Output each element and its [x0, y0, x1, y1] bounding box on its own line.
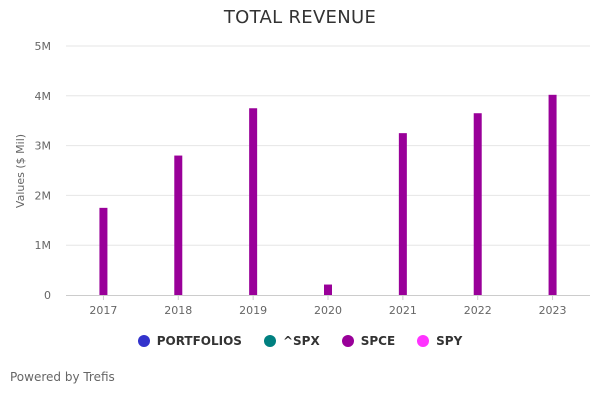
bars	[99, 94, 557, 295]
powered-by-link[interactable]: Powered by Trefis	[10, 370, 115, 384]
legend-item-spx[interactable]: ^SPX	[263, 334, 320, 348]
bar-spce-2017[interactable]	[99, 207, 108, 295]
bar-spce-2019[interactable]	[249, 108, 258, 295]
bar-spce-2023[interactable]	[548, 94, 557, 295]
legend-swatch-spy	[417, 335, 430, 347]
y-tick-label: 2M	[35, 189, 52, 202]
x-tick-label-2018: 2018	[164, 304, 192, 317]
axes	[66, 295, 590, 300]
y-tick-label: 1M	[35, 239, 52, 252]
legend-item-spy[interactable]: SPY	[417, 334, 462, 348]
legend-item-spce[interactable]: SPCE	[341, 334, 396, 348]
x-tick-label-2017: 2017	[89, 304, 117, 317]
x-tick-label-2022: 2022	[464, 304, 492, 317]
legend-item-portfolios[interactable]: PORTFOLIOS	[137, 334, 242, 348]
y-axis-title: Values ($ Mil)	[14, 134, 27, 208]
bar-spce-2022[interactable]	[473, 113, 482, 295]
legend-label-spce: SPCE	[360, 334, 396, 348]
bar-spce-2018[interactable]	[174, 155, 183, 295]
x-tick-label-2020: 2020	[314, 304, 342, 317]
y-tick-label: 5M	[35, 40, 52, 53]
bar-spce-2021[interactable]	[398, 133, 407, 295]
legend-swatch-spce	[341, 335, 354, 347]
legend-label-spx: ^SPX	[282, 334, 320, 348]
y-tick-label: 3M	[35, 140, 52, 153]
x-tick-label-2021: 2021	[389, 304, 417, 317]
y-tick-label: 4M	[35, 90, 52, 103]
bar-spce-2020[interactable]	[324, 284, 332, 295]
gridlines	[66, 45, 590, 246]
legend-swatch-portfolios	[137, 335, 150, 347]
x-tick-label-2019: 2019	[239, 304, 267, 317]
y-tick-label: 0	[44, 289, 51, 302]
legend-swatch-spx	[263, 335, 276, 347]
chart-title: TOTAL REVENUE	[223, 7, 377, 28]
x-tick-label-2023: 2023	[539, 304, 567, 317]
legend-label-portfolios: PORTFOLIOS	[156, 334, 242, 348]
legend: PORTFOLIOS ^SPX SPCE SPY	[0, 334, 600, 348]
legend-label-spy: SPY	[436, 334, 463, 348]
tick-labels: 0 1M 2M 3M 4M 5M 2017 2018 2019 2020 2021 2022 2023	[35, 40, 567, 317]
